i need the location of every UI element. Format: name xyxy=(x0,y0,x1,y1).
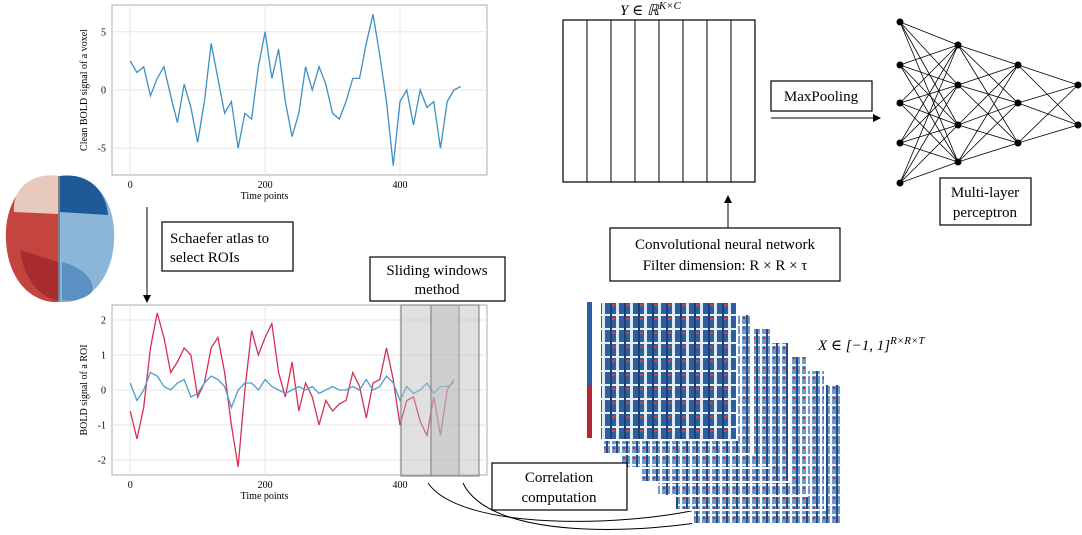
x-tick-label: 200 xyxy=(258,180,273,191)
nn-edge xyxy=(1018,65,1078,125)
box-label: Schaefer atlas to xyxy=(170,231,269,247)
nn-edge xyxy=(958,45,1018,65)
box-label: MaxPooling xyxy=(784,89,859,105)
nn-node xyxy=(1075,82,1082,89)
box-label: method xyxy=(415,282,460,298)
box-label: computation xyxy=(522,490,597,506)
figure: 0200400-505Time pointsClean BOLD signal … xyxy=(0,0,1082,535)
box-label: Multi-layer xyxy=(951,185,1019,201)
colorbar xyxy=(587,385,592,438)
nn-edge xyxy=(958,143,1018,162)
neural-network xyxy=(897,19,1082,187)
box-label: Correlation xyxy=(525,470,594,486)
box-label: select ROIs xyxy=(170,250,240,266)
x-tensor-label: X ∈ [−1, 1]R×R×T xyxy=(817,335,925,354)
nn-edge xyxy=(900,22,958,162)
nn-node xyxy=(955,122,962,129)
y-axis-label: Clean BOLD signal of a voxel xyxy=(79,29,90,151)
nn-edge xyxy=(900,45,958,183)
nn-edge xyxy=(900,143,958,162)
y-tick-label: -2 xyxy=(98,455,106,466)
y-tick-label: -5 xyxy=(98,144,106,155)
x-tick-label: 400 xyxy=(392,180,407,191)
nn-node xyxy=(1075,122,1082,129)
nn-edge xyxy=(958,103,1018,162)
y-tick-label: 1 xyxy=(101,351,106,362)
x-axis-label: Time points xyxy=(241,491,289,502)
nn-node xyxy=(955,42,962,49)
nn-node xyxy=(897,140,904,147)
sliding-windows xyxy=(401,305,479,476)
box-label: Sliding windows xyxy=(386,263,487,279)
x-axis-label: Time points xyxy=(241,191,289,202)
nn-node xyxy=(897,180,904,187)
nn-node xyxy=(897,62,904,69)
nn-edge xyxy=(900,103,958,162)
nn-node xyxy=(1015,140,1022,147)
y-tick-label: 0 xyxy=(101,86,106,97)
y-tick-label: 5 xyxy=(101,27,106,38)
label-sup: K×C xyxy=(658,0,682,12)
y-matrix-label: Y ∈ ℝK×C xyxy=(620,0,682,19)
y-matrix xyxy=(563,20,755,182)
x-tick-label: 400 xyxy=(392,480,407,491)
heatmap-front xyxy=(600,302,737,440)
nn-node xyxy=(897,19,904,26)
box-label: Convolutional neural network xyxy=(635,237,815,253)
nn-edge xyxy=(958,65,1018,162)
box-label: Filter dimension: R × R × τ xyxy=(643,258,808,274)
label-sup: R×R×T xyxy=(889,335,925,347)
nn-node xyxy=(897,100,904,107)
x-tick-label: 200 xyxy=(258,480,273,491)
nn-edge xyxy=(900,22,958,45)
y-tick-label: -1 xyxy=(98,420,106,431)
brain-illustration xyxy=(6,175,114,302)
nn-node xyxy=(1015,62,1022,69)
nn-node xyxy=(1015,100,1022,107)
x-tick-label: 0 xyxy=(128,180,133,191)
x-tick-label: 0 xyxy=(128,480,133,491)
label-base: Y ∈ ℝ xyxy=(620,3,660,19)
y-tick-label: 0 xyxy=(101,386,106,397)
nn-edge xyxy=(1018,65,1078,85)
nn-edge xyxy=(900,45,958,65)
y-axis-label: BOLD signal of a ROI xyxy=(79,344,90,435)
nn-edge xyxy=(958,65,1018,85)
label-base: X ∈ [−1, 1] xyxy=(817,338,890,354)
box-label: perceptron xyxy=(953,205,1018,221)
nn-node xyxy=(955,159,962,166)
y-tick-label: 2 xyxy=(101,316,106,327)
nn-node xyxy=(955,82,962,89)
